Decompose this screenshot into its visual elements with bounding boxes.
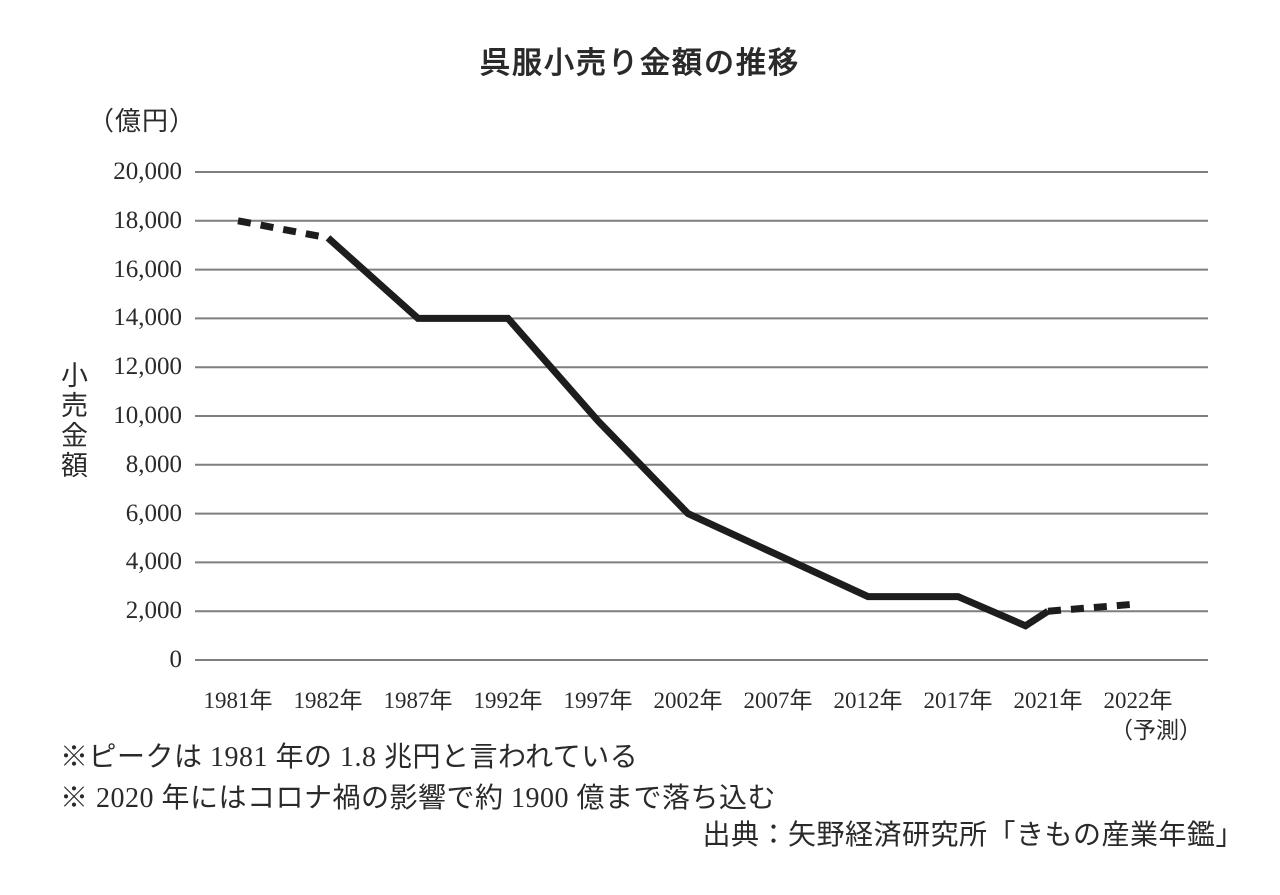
x-tick-forecast-sublabel: （予測） <box>1110 718 1202 743</box>
y-tick-label: 12,000 <box>113 353 182 381</box>
y-tick-label: 10,000 <box>113 402 182 429</box>
y-tick-label: 0 <box>169 646 183 673</box>
y-axis-title: 小売金額 <box>57 361 87 481</box>
y-tick-label: 8,000 <box>125 450 182 478</box>
x-tick-label: 2002年 <box>653 688 723 713</box>
x-tick-label: 1982年 <box>293 688 363 713</box>
y-tick-label: 14,000 <box>113 304 182 332</box>
x-tick-label: 1987年 <box>383 688 453 713</box>
x-tick-label: 1997年 <box>563 688 633 713</box>
source-credit: 出典：矢野経済研究所「きもの産業年鑑」 <box>702 820 1244 851</box>
y-tick-label: 20,000 <box>113 158 182 185</box>
series-line-solid-segment <box>325 235 1050 630</box>
y-tick-label: 6,000 <box>125 499 182 527</box>
x-tick-label: 2012年 <box>833 688 903 713</box>
y-tick-label: 18,000 <box>113 206 182 234</box>
y-tick-label: 16,000 <box>113 255 182 283</box>
x-tick-label: 1992年 <box>473 688 543 713</box>
series-line-dashed-segment <box>1047 600 1139 615</box>
y-tick-label: 2,000 <box>125 597 182 625</box>
series-line-dashed-segment <box>237 217 329 242</box>
x-tick-label: 2007年 <box>743 688 813 713</box>
y-axis-unit-label: （億円） <box>88 107 197 136</box>
x-tick-label: 2017年 <box>923 688 993 713</box>
footnote-peak: ※ピークは 1981 年の 1.8 兆円と言われている <box>60 742 639 773</box>
x-tick-label: 2021年 <box>1013 688 1083 713</box>
x-tick-label: 2022年 <box>1103 688 1173 713</box>
y-tick-label: 4,000 <box>125 548 182 576</box>
footnote-covid: ※ 2020 年にはコロナ禍の影響で約 1900 億まで落ち込む <box>60 783 777 814</box>
x-tick-label: 1981年 <box>203 688 273 713</box>
chart-title: 呉服小売り金額の推移 <box>480 47 800 80</box>
